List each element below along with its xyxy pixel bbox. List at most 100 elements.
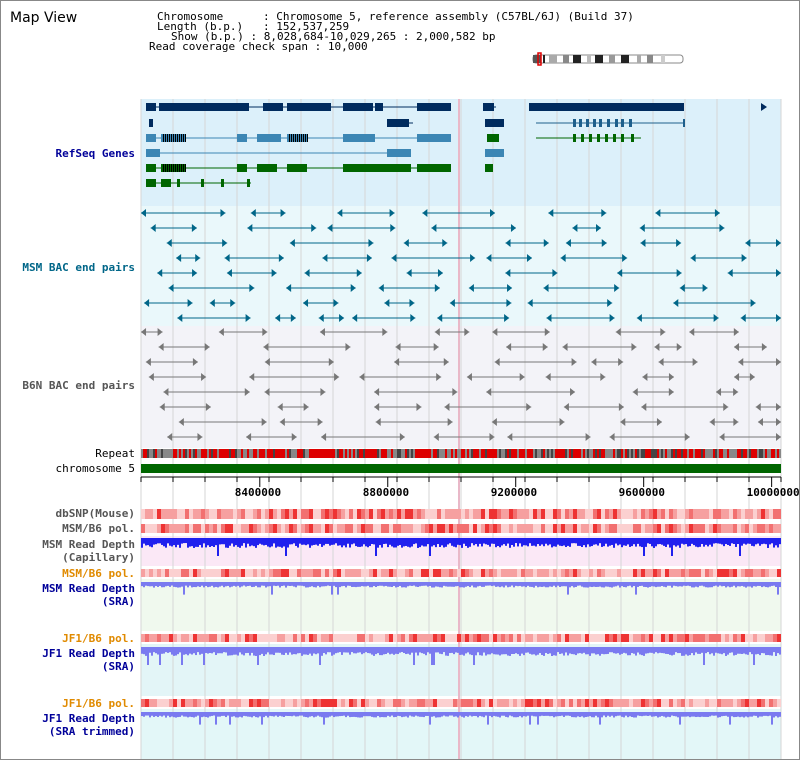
dbsnp-cell	[473, 509, 477, 519]
jf1-depth-trim-bar	[601, 712, 603, 718]
dbsnp-cell	[613, 509, 617, 519]
b6n-bac-end	[585, 433, 591, 441]
msm-depth-cap-bar	[219, 538, 221, 545]
chromosome-ideogram[interactable]	[529, 52, 685, 66]
jf1-b6-pol2-cell	[221, 699, 225, 707]
jf1-depth-trim-bar	[157, 712, 159, 717]
msm-bac-end	[740, 314, 746, 322]
dbsnp-cell	[501, 509, 505, 519]
msm-depth-sra-bar	[151, 582, 153, 587]
gene-dark-6-exon	[485, 119, 504, 127]
jf1-b6-pol-cell	[625, 634, 629, 642]
msm-depth-cap-bar	[673, 538, 675, 546]
jf1-depth-trim-bar	[503, 712, 505, 716]
msm-bac-end	[150, 224, 156, 232]
jf1-depth-sra-bar	[237, 647, 239, 656]
msm-depth-cap-bar	[173, 538, 175, 546]
msm-b6-pol-cell	[349, 524, 353, 533]
msm-bac-end	[311, 224, 317, 232]
msm-depth-cap-bar	[511, 538, 513, 545]
jf1-depth-sra-bar	[759, 647, 761, 656]
jf1-b6-pol2-cell	[369, 699, 373, 707]
jf1-depth-sra-bar	[259, 647, 261, 656]
jf1-depth-sra-bar	[589, 647, 591, 656]
msm-bac-end	[442, 239, 448, 247]
msm-b6-pol2-cell	[745, 569, 749, 577]
jf1-depth-trim-bar	[653, 712, 655, 717]
msm-depth-sra-bar	[223, 582, 225, 588]
msm-depth-sra-bar	[281, 582, 283, 586]
msm-depth-sra-bar	[745, 582, 747, 588]
jf1-b6-pol-cell	[405, 634, 409, 642]
msm-b6-pol-cell	[413, 524, 417, 533]
msm-b6-pol2-cell	[357, 569, 361, 577]
dbsnp-cell	[357, 509, 361, 519]
repeat-segment	[359, 449, 361, 458]
msm-b6-pol-cell	[669, 524, 673, 533]
msm-bac-end	[390, 224, 396, 232]
msm-b6-pol2-cell	[421, 569, 425, 577]
msm-depth-sra-bar	[573, 582, 575, 588]
dbsnp-cell	[681, 509, 685, 519]
repeat-segment	[653, 449, 655, 458]
msm-depth-cap-bar	[313, 538, 315, 545]
jf1-depth-trim-bar	[217, 712, 219, 717]
msm-b6-pol-cell	[757, 524, 761, 533]
jf1-b6-pol-cell	[401, 634, 405, 642]
jf1-b6-pol2-cell	[169, 699, 173, 707]
msm-b6-pol-cell	[609, 524, 613, 533]
jf1-depth-sra-bar	[577, 647, 579, 654]
repeat-segment	[427, 449, 429, 458]
repeat-segment	[571, 449, 573, 458]
jf1-b6-pol-cell	[573, 634, 577, 642]
gene-mid-1-exon	[683, 119, 685, 127]
b6n-bac-end	[620, 418, 626, 426]
msm-b6-pol-cell	[397, 524, 401, 533]
msm-b6-pol2-cell	[361, 569, 365, 577]
jf1-b6-pol2-cell	[717, 699, 721, 707]
jf1-depth-trim-bar	[231, 712, 233, 717]
msm-b6-pol-cell	[157, 524, 161, 533]
jf1-depth-trim-bar	[761, 712, 763, 717]
jf1-depth-trim-bar	[537, 712, 539, 725]
jf1-b6-pol2-cell	[217, 699, 221, 707]
jf1-depth-sra-bar	[691, 647, 693, 654]
jf1-depth-trim-bar	[719, 712, 721, 718]
msm-bac-end	[596, 224, 602, 232]
msm-depth-sra-bar	[259, 582, 261, 588]
jf1-b6-pol2-cell	[709, 699, 713, 707]
jf1-b6-pol2-cell	[577, 699, 581, 707]
jf1-depth-trim-bar	[233, 712, 235, 717]
jf1-depth-sra-bar	[669, 647, 671, 655]
repeat-segment	[697, 449, 699, 458]
jf1-depth-trim-bar	[427, 712, 429, 716]
msm-depth-sra-bar	[393, 582, 395, 586]
msm-depth-sra-bar	[297, 582, 299, 586]
gene-green-4-exon	[146, 179, 156, 187]
msm-depth-cap-bar	[209, 538, 211, 547]
jf1-b6-pol2-cell	[517, 699, 521, 707]
msm-b6-pol-cell	[761, 524, 765, 533]
msm-b6-pol2-cell	[517, 569, 521, 577]
dbsnp-cell	[289, 509, 293, 519]
exon-tick	[301, 134, 302, 142]
msm-b6-pol2-cell	[457, 569, 461, 577]
msm-depth-cap-bar	[171, 538, 173, 547]
repeat-segment	[739, 449, 741, 458]
msm-depth-sra-bar	[391, 582, 393, 588]
jf1-depth-sra-bar	[307, 647, 309, 655]
msm-depth-sra-bar	[303, 582, 305, 587]
msm-depth-cap-bar	[485, 538, 487, 545]
msm-bac-end	[601, 239, 607, 247]
jf1-depth-sra-bar	[285, 647, 287, 653]
jf1-depth-sra-bar	[427, 647, 429, 653]
jf1-depth-trim-bar	[571, 712, 573, 718]
dbsnp-cell	[665, 509, 669, 519]
b6n-bac-end	[395, 343, 401, 351]
jf1-depth-trim-bar	[241, 712, 243, 718]
dbsnp-cell	[617, 509, 621, 519]
dbsnp-cell	[201, 509, 205, 519]
jf1-b6-pol-cell	[317, 634, 321, 642]
jf1-b6-pol2-cell	[653, 699, 657, 707]
jf1-depth-sra-bar	[767, 647, 769, 656]
